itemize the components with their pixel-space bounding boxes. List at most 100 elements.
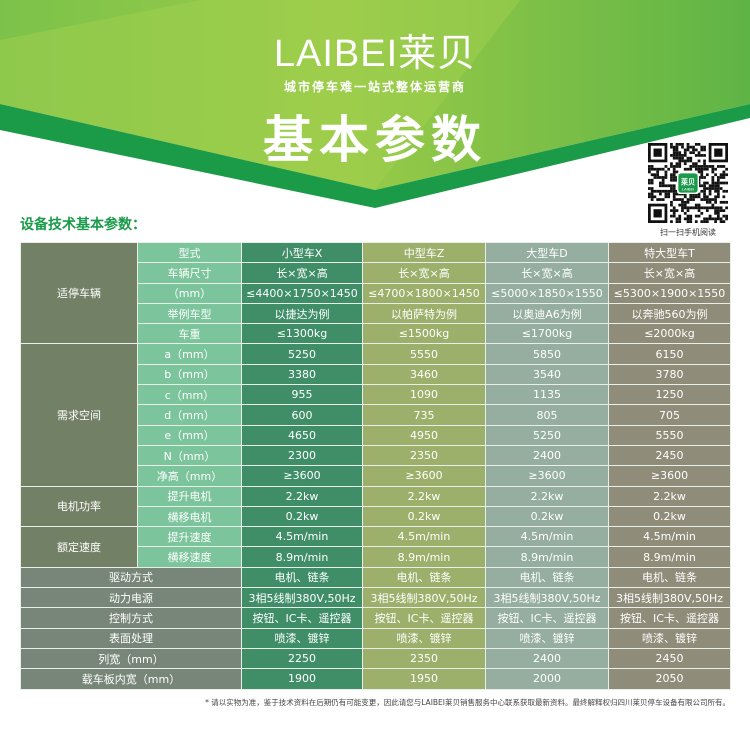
table-cell: a（mm） [137,343,242,365]
table-cell: 2.2kw [485,485,609,507]
table-cell: 特大型车T [608,241,731,264]
table-cell: d（mm） [137,404,242,426]
table-cell: 电机、链条 [485,566,609,589]
table-cell: 车重 [137,323,242,345]
table-cell: ≥3600 [608,465,731,487]
table-cell: ≤2000kg [608,323,731,345]
table-cell: 735 [362,404,486,426]
group-label: 额定速度 [20,526,138,568]
spec-table: 适停车辆 型式 小型车X 中型车Z 大型车D 特大型车T 车辆尺寸 长×宽×高 长×宽×高 长×宽… [20,241,731,690]
table-cell: 2.2kw [362,485,486,507]
table-cell: 0.2kw [362,505,486,528]
table-cell: 8.9m/min [362,546,486,568]
table-cell: 8.9m/min [241,546,363,568]
table-cell: 喷漆、镀锌 [608,627,731,649]
table-cell: 3780 [608,363,731,386]
table-row: 举例车型 以捷达为例 以帕萨特为例 以奥迪A6为例 以奔驰560为例 [21,302,731,325]
table-cell: 长×宽×高 [485,262,609,284]
table-cell: 4.5m/min [362,526,486,548]
table-cell: 5550 [362,343,486,365]
table-cell: 按钮、IC卡、遥控器 [485,607,609,629]
table-cell: 驱动方式 [20,566,242,589]
table-row: 表面处理 喷漆、镀锌 喷漆、镀锌 喷漆、镀锌 喷漆、镀锌 [20,627,731,649]
table-cell: ≤4400×1750×1450 [241,282,363,304]
table-row: d（mm） 600 735 805 705 [21,404,731,426]
group-label: 适停车辆 [20,241,138,345]
table-cell: 以奔驰560为例 [608,302,731,325]
table-cell: ≥3600 [485,465,609,487]
table-row: b（mm） 3380 3460 3540 3780 [21,363,731,386]
table-cell: 表面处理 [20,627,242,649]
table-row: 额定速度 提升速度 4.5m/min 4.5m/min 4.5m/min 4.5m/min [20,526,731,568]
table-cell: 按钮、IC卡、遥控器 [362,607,486,629]
table-cell: ≥3600 [241,465,363,487]
section-title: 设备技术基本参数： [20,217,146,233]
group-label: 电机功率 [20,485,138,528]
table-cell: 3相5线制380V,50Hz [241,587,363,609]
table-cell: 5250 [485,424,609,446]
table-row: 车重 ≤1300kg ≤1500kg ≤1700kg ≤2000kg [21,323,731,345]
table-cell: 列宽（mm） [20,647,242,670]
table-cell: 以帕萨特为例 [362,302,486,325]
table-cell: ≤1500kg [362,323,486,345]
brand-logo: LAIBEI莱贝 [273,33,477,75]
table-cell: 2300 [241,444,363,467]
table-cell: 喷漆、镀锌 [241,627,363,649]
table-row: 动力电源 3相5线制380V,50Hz 3相5线制380V,50Hz 3相5线制380… [20,587,731,609]
table-cell: 按钮、IC卡、遥控器 [608,607,731,629]
table-cell: 中型车Z [362,241,486,264]
table-cell: 4.5m/min [241,526,363,548]
table-cell: b（mm） [137,363,242,386]
table-row: 横移电机 0.2kw 0.2kw 0.2kw 0.2kw [21,505,731,528]
table-cell: ≤4700×1800×1450 [362,282,486,304]
table-cell: 以奥迪A6为例 [485,302,609,325]
table-cell: 4950 [362,424,486,446]
table-row: N（mm） 2300 2350 2400 2450 [21,444,731,467]
table-cell: 1900 [241,668,363,690]
table-header-row: 适停车辆 型式 小型车X 中型车Z 大型车D 特大型车T [20,241,731,345]
table-cell: 小型车X [241,241,363,264]
table-cell: 8.9m/min [485,546,609,568]
header-banner [0,0,750,208]
table-row: 净高（mm） ≥3600 ≥3600 ≥3600 ≥3600 [21,465,731,487]
table-cell: 长×宽×高 [241,262,363,284]
table-cell: 955 [241,384,363,406]
table-cell: 以捷达为例 [241,302,363,325]
table-row: 需求空间 a（mm） 5250 5550 5850 6150 [20,343,731,487]
table-cell: 5850 [485,343,609,365]
table-cell: 按钮、IC卡、遥控器 [241,607,363,629]
table-cell: 净高（mm） [137,465,242,487]
table-cell: 3相5线制380V,50Hz [362,587,486,609]
table-cell: 2050 [608,668,731,690]
table-cell: 2350 [362,444,486,467]
table-cell: 电机、链条 [362,566,486,589]
table-cell: 动力电源 [20,587,242,609]
table-cell: 2400 [485,444,609,467]
table-cell: 5550 [608,424,731,446]
table-cell: 4.5m/min [485,526,609,548]
table-cell: 8.9m/min [608,546,731,568]
table-cell: 控制方式 [20,607,242,629]
qr-caption: 扫一扫手机阅读 [660,228,716,237]
table-cell: 提升电机 [137,485,242,507]
table-cell: ≥3600 [362,465,486,487]
table-cell: 喷漆、镀锌 [362,627,486,649]
table-cell: ≤1700kg [485,323,609,345]
table-cell: 2.2kw [608,485,731,507]
table-cell: 4.5m/min [608,526,731,548]
table-cell: 0.2kw [608,505,731,528]
table-row: 控制方式 按钮、IC卡、遥控器 按钮、IC卡、遥控器 按钮、IC卡、遥控器 按钮、IC卡… [20,607,731,629]
group-label: 需求空间 [20,343,138,487]
table-row: 电机功率 提升电机 2.2kw 2.2kw 2.2kw 2.2kw [20,485,731,528]
table-cell: 1250 [608,384,731,406]
table-cell: e（mm） [137,424,242,446]
footnote: * 请以实物为准，鉴于技术资料在后期仍有可能变更，因此请您与LAIBEI莱贝销售… [205,698,730,707]
table-cell: 喷漆、镀锌 [485,627,609,649]
table-cell: 1950 [362,668,486,690]
table-cell: 4650 [241,424,363,446]
table-cell: 电机、链条 [241,566,363,589]
table-cell: 0.2kw [485,505,609,528]
svg-text:莱贝: 莱贝 [681,177,695,186]
table-cell: 横移电机 [137,505,242,528]
table-cell: 长×宽×高 [608,262,731,284]
